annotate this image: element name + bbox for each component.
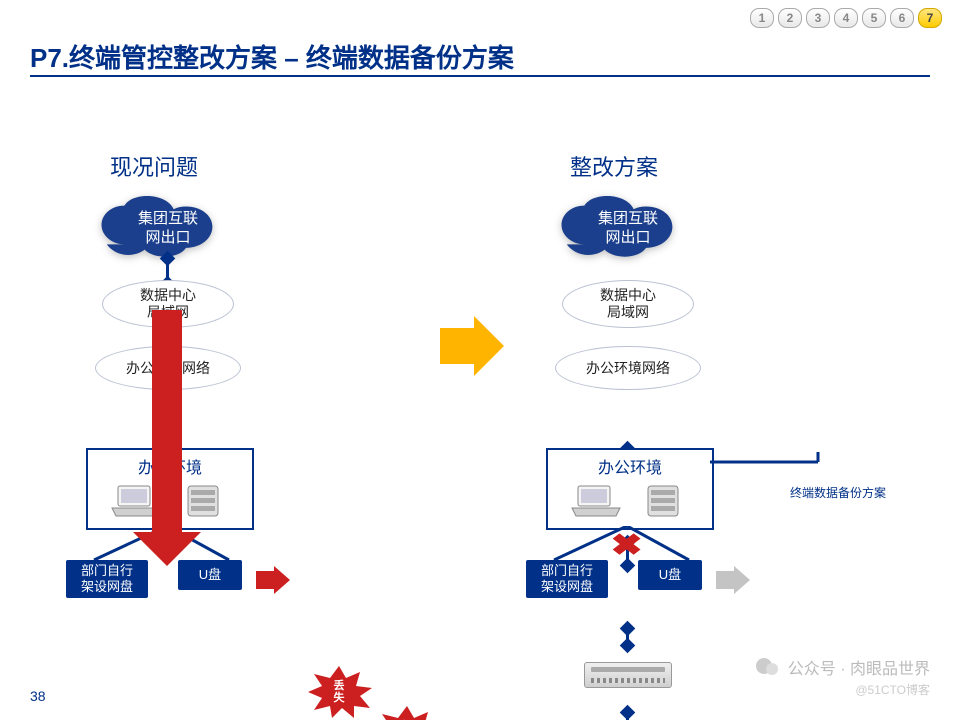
slide: 1 2 3 4 5 6 7 P7.终端管控整改方案 – 终端数据备份方案 现况问…: [0, 0, 960, 720]
big-red-arrow-head: [133, 532, 201, 566]
center-arrow: [440, 316, 504, 376]
box-dept-disk-right: 部门自行 架设网盘: [526, 560, 608, 598]
switch-icon: [584, 662, 672, 688]
step-6[interactable]: 6: [890, 8, 914, 28]
page-number: 38: [30, 688, 46, 704]
office-box-right: 办公环境: [546, 448, 714, 530]
server-icon: [184, 482, 224, 520]
step-1[interactable]: 1: [750, 8, 774, 28]
box-usb-right: U盘: [638, 560, 702, 590]
conn-rack: [710, 452, 840, 472]
title-underline: [30, 75, 930, 77]
left-header: 现况问题: [110, 150, 198, 182]
conn-r3b: [626, 712, 629, 720]
small-arrow-grey: [716, 566, 750, 594]
office-box-right-title: 办公环境: [548, 454, 712, 478]
page-title: P7.终端管控整改方案 – 终端数据备份方案: [30, 38, 514, 75]
step-5[interactable]: 5: [862, 8, 886, 28]
small-arrow-red: [256, 566, 290, 594]
x-mark-icon: ✖: [610, 528, 643, 563]
backup-server-label: 终端数据备份方案: [790, 484, 886, 501]
step-4[interactable]: 4: [834, 8, 858, 28]
watermark: 公众号 · 肉眼品世界: [754, 654, 930, 680]
burst-damage: 毁 损: [380, 712, 434, 720]
step-pager: 1 2 3 4 5 6 7: [750, 8, 942, 28]
step-2[interactable]: 2: [778, 8, 802, 28]
right-header: 整改方案: [570, 150, 658, 182]
watermark-sub: @51CTO博客: [855, 681, 930, 698]
conn-r3a: [626, 628, 629, 646]
cloud-internet-left-label: 集团互联 网出口: [120, 210, 216, 248]
ellipse-dc-right: 数据中心 局域网: [562, 280, 694, 328]
step-7[interactable]: 7: [918, 8, 942, 28]
laptop-icon: [570, 484, 622, 518]
cloud-internet-right-label: 集团互联 网出口: [580, 210, 676, 248]
ellipse-office-net-right: 办公环境网络: [555, 346, 701, 390]
burst-lost: 丢 失: [312, 672, 366, 712]
step-3[interactable]: 3: [806, 8, 830, 28]
big-red-arrow: [152, 310, 182, 532]
wechat-icon: [754, 654, 780, 680]
server-icon: [644, 482, 684, 520]
